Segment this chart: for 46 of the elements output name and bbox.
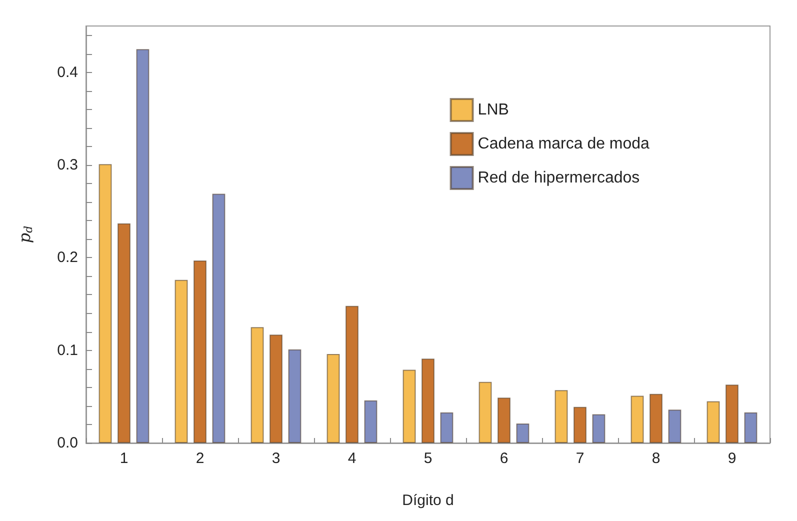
- bar: [174, 280, 188, 443]
- x-tick-label: 5: [424, 450, 432, 467]
- bar: [650, 394, 662, 443]
- legend-label: LNB: [478, 102, 509, 118]
- x-tick-label: 9: [728, 450, 736, 467]
- bar: [326, 354, 340, 443]
- bar: [250, 327, 264, 443]
- x-tick-label: 4: [348, 450, 356, 467]
- bar: [706, 401, 720, 443]
- bar: [402, 370, 416, 443]
- bar: [98, 164, 112, 443]
- y-axis-title: pd: [15, 226, 35, 244]
- bar: [270, 334, 282, 443]
- bar: [118, 223, 130, 443]
- x-tick-label: 7: [576, 450, 584, 467]
- x-axis-title: Dígito d: [402, 492, 454, 509]
- bar: [212, 194, 226, 443]
- bar: [630, 396, 644, 443]
- bar: [346, 306, 358, 443]
- x-tick-label: 6: [500, 450, 508, 467]
- legend-label: Cadena marca de moda: [478, 136, 650, 152]
- legend-label: Red de hipermercados: [478, 170, 640, 186]
- bar: [440, 412, 454, 443]
- bar: [574, 406, 586, 443]
- bar: [478, 382, 492, 443]
- bar: [422, 358, 434, 443]
- bar: [554, 390, 568, 443]
- bar: [592, 414, 606, 443]
- bar: [516, 424, 530, 443]
- y-tick-label: 0.2: [57, 249, 78, 266]
- bar: [668, 410, 682, 443]
- bar: [726, 384, 738, 443]
- x-tick-label: 8: [652, 450, 660, 467]
- bar: [364, 400, 378, 443]
- y-tick-label: 0.4: [57, 64, 78, 81]
- y-tick-label: 0.1: [57, 342, 78, 359]
- bar: [498, 398, 510, 443]
- y-tick-label: 0.3: [57, 156, 78, 174]
- x-tick-label: 2: [196, 450, 204, 467]
- bar: [288, 349, 302, 443]
- bar: [744, 412, 758, 443]
- y-tick-label: 0.0: [57, 434, 78, 452]
- bar: [136, 49, 150, 443]
- x-tick-label: 1: [120, 450, 128, 467]
- x-tick-label: 3: [272, 450, 280, 467]
- bar: [194, 260, 206, 443]
